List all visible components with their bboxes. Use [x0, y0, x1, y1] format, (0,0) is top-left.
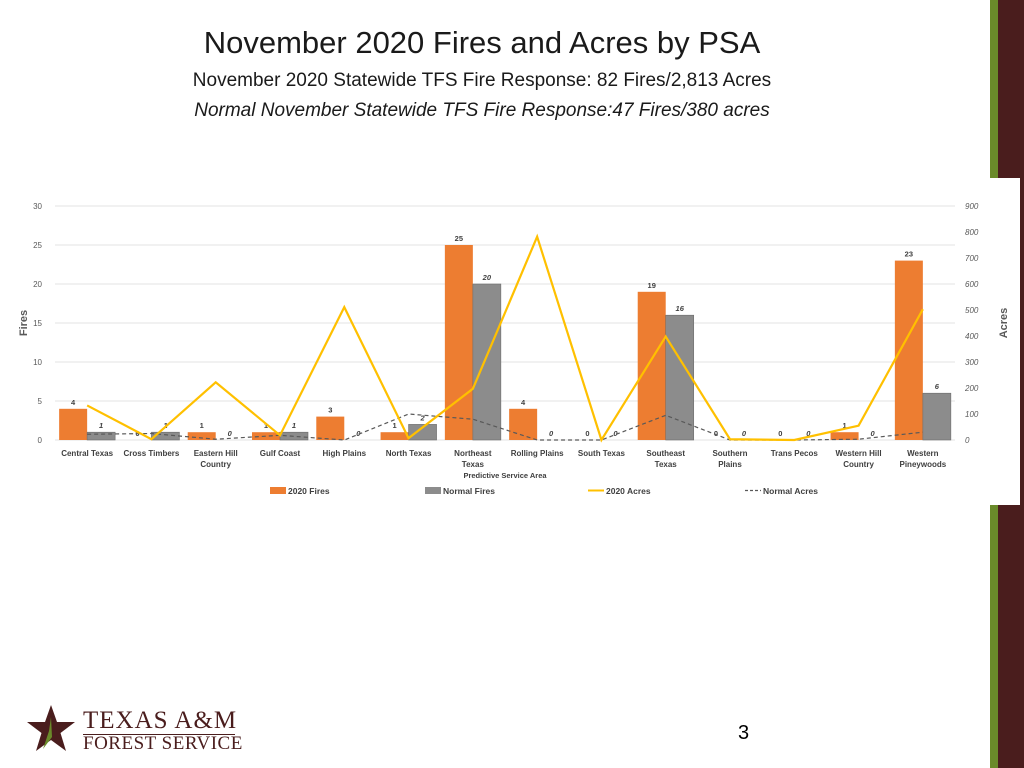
- data-label-normal-fires: 0: [356, 429, 361, 438]
- y2-tick-label: 700: [965, 254, 979, 263]
- data-label-2020-fires: 1: [264, 421, 268, 430]
- data-label-2020-fires: 25: [455, 234, 463, 243]
- x-tick-label: Rolling Plains: [511, 449, 564, 458]
- data-label-2020-fires: 23: [905, 250, 913, 259]
- bar-2020-fires: [444, 245, 473, 440]
- y2-tick-label: 0: [965, 436, 970, 445]
- data-label-2020-fires: 1: [842, 421, 846, 430]
- bar-2020-fires: [252, 432, 280, 440]
- logo-text-texas-am: TEXAS A&M: [83, 707, 238, 734]
- y-tick-label: 15: [33, 319, 42, 328]
- bar-normal-fires: [86, 431, 116, 441]
- data-label-normal-fires: 0: [613, 429, 618, 438]
- data-label-normal-fires: 0: [549, 429, 554, 438]
- data-label-normal-fires: 2: [419, 413, 425, 422]
- logo-divider: [83, 734, 235, 735]
- data-label-2020-fires: 3: [328, 406, 332, 415]
- data-label-normal-fires: 6: [935, 382, 940, 391]
- y-tick-label: 30: [33, 202, 42, 211]
- y-tick-label: 0: [38, 436, 43, 445]
- bar-normal-fires: [472, 283, 502, 441]
- logo-text-forest-service: FOREST SERVICE: [83, 733, 243, 754]
- bar-normal-fires: [922, 392, 952, 441]
- data-label-2020-fires: 0: [585, 429, 589, 438]
- data-label-normal-fires: 0: [228, 429, 233, 438]
- y2-tick-label: 800: [965, 228, 979, 237]
- x-tick-label: Pineywoods: [900, 460, 947, 469]
- y-tick-label: 5: [38, 397, 43, 406]
- x-tick-label: Gulf Coast: [260, 449, 301, 458]
- x-tick-label: Southeast: [646, 449, 685, 458]
- data-label-normal-fires: 0: [870, 429, 875, 438]
- bar-2020-fires: [637, 291, 666, 440]
- page-subtitle: November 2020 Statewide TFS Fire Respons…: [192, 70, 772, 91]
- legend-swatch: [425, 487, 441, 494]
- texas-am-forest-service-logo: TEXAS A&M FOREST SERVICE: [25, 703, 245, 755]
- data-label-normal-fires: 20: [482, 273, 492, 282]
- page-title: November 2020 Fires and Acres by PSA: [203, 25, 761, 60]
- y2-tick-label: 200: [964, 384, 979, 393]
- page-subtitle-normal: Normal November Statewide TFS Fire Respo…: [194, 100, 770, 121]
- y-tick-label: 25: [33, 241, 42, 250]
- y2-tick-label: 100: [965, 410, 979, 419]
- x-tick-label: Cross Timbers: [123, 449, 179, 458]
- x-tick-label: North Texas: [386, 449, 432, 458]
- legend-label: 2020 Acres: [606, 486, 651, 496]
- y2-tick-label: 300: [965, 358, 979, 367]
- x-tick-label: South Texas: [578, 449, 626, 458]
- y2-tick-label: 600: [965, 280, 979, 289]
- data-label-normal-fires: 16: [676, 304, 685, 313]
- bar-2020-fires: [59, 408, 88, 440]
- line-2020-acres: [86, 233, 924, 443]
- bar-normal-fires: [665, 314, 695, 441]
- y-tick-label: 20: [33, 280, 42, 289]
- x-tick-label: Central Texas: [61, 449, 113, 458]
- x-tick-label: Western Hill: [836, 449, 882, 458]
- x-tick-label: Country: [200, 460, 231, 469]
- data-label-2020-fires: 19: [648, 281, 656, 290]
- data-label-2020-fires: 4: [71, 398, 76, 407]
- legend-label: Normal Fires: [443, 486, 495, 496]
- y-axis-label: Fires: [18, 310, 30, 336]
- data-label-2020-fires: 1: [392, 421, 396, 430]
- y2-tick-label: 400: [965, 332, 979, 341]
- x-tick-label: Texas: [462, 460, 485, 469]
- bar-2020-fires: [830, 432, 859, 440]
- x-tick-label: Texas: [655, 460, 678, 469]
- x-tick-label: Northeast: [454, 449, 492, 458]
- x-tick-label: Country: [843, 460, 874, 469]
- x-tick-label: Plains: [718, 460, 742, 469]
- data-label-2020-fires: 4: [521, 398, 526, 407]
- x-tick-label: Eastern Hill: [194, 449, 238, 458]
- fires-acres-chart: 0510152025300100200300400500600700800900…: [18, 202, 1010, 496]
- x-tick-label: Trans Pecos: [771, 449, 819, 458]
- bar-2020-fires: [316, 416, 345, 440]
- x-tick-label: High Plains: [323, 449, 367, 458]
- bar-2020-fires: [187, 432, 216, 440]
- data-label-normal-fires: 1: [292, 421, 296, 430]
- bar-normal-fires: [408, 424, 437, 441]
- y2-tick-label: 900: [965, 202, 979, 211]
- y2-tick-label: 500: [965, 306, 979, 315]
- data-label-2020-fires: 0: [714, 429, 718, 438]
- x-tick-label: Western: [907, 449, 939, 458]
- y-tick-label: 10: [33, 358, 42, 367]
- legend-label: Normal Acres: [763, 486, 818, 496]
- chart-card: [0, 178, 1020, 505]
- data-label-2020-fires: 0: [778, 429, 782, 438]
- data-label-normal-fires: 0: [742, 429, 747, 438]
- legend-label: 2020 Fires: [288, 486, 330, 496]
- data-label-normal-fires: 1: [99, 421, 103, 430]
- y2-axis-label: Acres: [998, 308, 1010, 339]
- x-axis-label: Predictive Service Area: [463, 471, 547, 480]
- data-label-normal-fires: 0: [806, 429, 811, 438]
- bar-2020-fires: [509, 408, 538, 440]
- star-icon: [27, 705, 75, 751]
- data-label-2020-fires: 1: [200, 421, 204, 430]
- x-tick-label: Southern: [712, 449, 747, 458]
- bar-2020-fires: [380, 432, 409, 440]
- legend-swatch: [270, 487, 286, 494]
- page-number: 3: [738, 722, 750, 744]
